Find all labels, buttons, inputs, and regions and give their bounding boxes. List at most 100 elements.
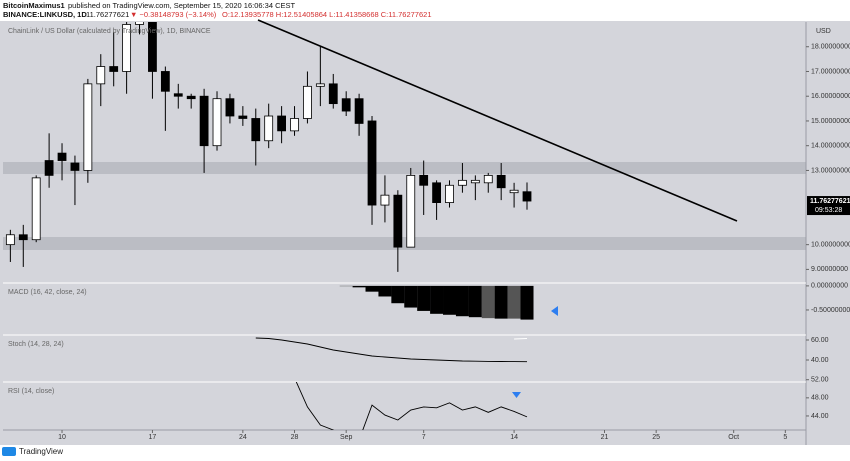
header-symbol: BINANCE:LINKUSD, 1D [3,10,87,19]
candle-body [290,118,299,132]
histogram-bar [455,285,469,317]
candle-body [225,98,235,117]
x-tick-label: Sep [340,434,353,441]
candle-body [303,85,312,119]
header-ohlc: O:12.13935778 H:12.51405864 L:11.4135866… [222,10,432,19]
candle-body [509,189,519,194]
candle-body [44,160,54,176]
x-tick-label: 17 [149,434,157,441]
candle-body [367,120,377,206]
y-tick-label: 9.00000000 [811,266,848,273]
candle-body [212,98,222,147]
candle-body [5,234,15,246]
panel-title: MACD (16, 42, close, 24) [8,289,87,296]
candle-body [470,179,480,184]
y-tick-label: 13.00000000 [811,167,850,174]
y-tick-label: 18.00000000 [811,44,850,51]
candle-body [199,95,209,147]
candle-body [315,83,325,87]
axis-unit: USD [816,28,831,35]
x-tick-label: 28 [291,434,299,441]
histogram-bar [520,285,534,320]
histogram-bar [352,285,366,288]
y-tick-label: -0.50000000 [811,307,850,314]
histogram-bar [365,285,379,292]
panel [339,285,534,320]
y-tick-label: 15.00000000 [811,118,850,125]
price-label-box [807,196,850,216]
indicator-line [295,382,528,430]
candle-body [135,22,144,25]
header-author: BitcoinMaximus1 [3,1,65,10]
candle-body [328,83,338,105]
histogram-bar [404,285,418,308]
histogram-bar [417,285,431,311]
histogram-bar [507,285,521,319]
candle-body [238,115,248,119]
panel [295,382,528,430]
candle-body [18,234,28,241]
candle-body [277,115,287,132]
candle-body [483,174,493,184]
y-tick-label: 52.00 [811,377,829,384]
x-tick-label: 10 [58,434,66,441]
candle-body [522,191,532,202]
candle-body [83,83,93,171]
bar-countdown: 09:53:28 [815,207,842,214]
panel-title: Stoch (14, 28, 24) [8,341,64,348]
rsi-marker [512,392,521,398]
x-tick-label: 5 [783,434,787,441]
candle-body [70,162,80,171]
candle-body [109,66,119,72]
candle-body [380,194,390,206]
y-tick-label: 0.00000000 [811,283,848,290]
panel-title: RSI (14, close) [8,388,54,395]
candle-body [341,98,351,112]
resistance-zone [3,162,806,174]
panel-title: ChainLink / US Dollar (calculated by Tra… [8,28,211,35]
x-tick-label: 25 [652,434,660,441]
candle-body [148,22,157,72]
brand-logo [2,447,16,456]
candle-body [445,184,454,203]
histogram-bar [468,285,482,318]
y-tick-label: 48.00 [811,395,829,402]
candle-body [173,93,183,97]
candle-body [432,182,441,203]
indicator-line [514,338,528,340]
header-change: ▼ −0.38148793 (−3.14%) [130,10,217,19]
candle-body [160,71,170,92]
candle-body [251,118,261,142]
y-tick-label: 60.00 [811,337,829,344]
histogram-bar [481,285,495,319]
last-price-label: 11.76277621 [810,198,850,205]
header-price: 11.76277621 [86,10,129,19]
candle-body [496,174,506,189]
candle-body [264,115,274,142]
y-tick-label: 44.00 [811,413,829,420]
candle-body [354,98,364,124]
candle-body [458,179,467,186]
x-tick-label: 14 [510,434,518,441]
y-tick-label: 40.00 [811,357,829,364]
candle-body [419,174,429,186]
panel [5,22,532,272]
candle-body [406,174,416,248]
footer-brand: TradingView [19,447,63,456]
macd-marker [551,306,558,316]
candle-body [96,66,106,85]
histogram-bar [391,285,405,304]
x-tick-label: 7 [422,434,426,441]
header-published: published on TradingView.com, September … [68,1,296,10]
y-tick-label: 17.00000000 [811,68,850,75]
histogram-bar [443,285,457,315]
support-zone [3,237,806,250]
trendline [257,19,738,222]
y-tick-label: 10.00000000 [811,241,850,248]
x-tick-label: Oct [728,434,739,441]
candle-body [31,177,41,241]
candle-body [186,95,196,100]
x-tick-label: 24 [239,434,247,441]
y-tick-label: 14.00000000 [811,143,850,150]
